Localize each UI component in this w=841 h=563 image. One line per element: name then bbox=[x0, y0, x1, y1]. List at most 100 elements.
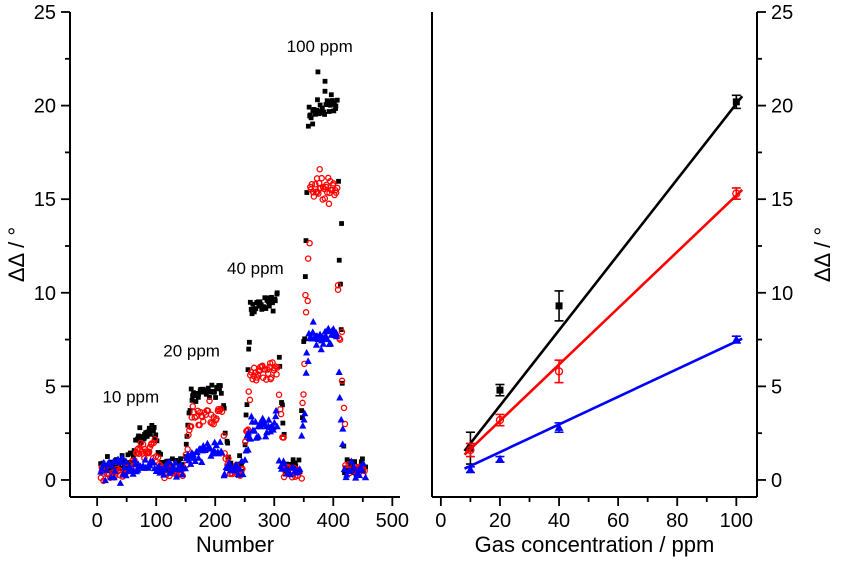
circle-open-marker bbox=[252, 377, 260, 384]
triangle-marker bbox=[335, 368, 343, 376]
circle-open-marker bbox=[336, 336, 344, 343]
square-marker bbox=[137, 425, 143, 431]
circle-open-marker bbox=[338, 328, 346, 336]
circle-open-marker bbox=[206, 397, 213, 405]
triangle-marker bbox=[340, 465, 348, 473]
square-marker bbox=[555, 302, 563, 310]
square-marker bbox=[266, 303, 272, 309]
square-marker bbox=[262, 295, 268, 301]
square-marker bbox=[352, 459, 358, 465]
square-marker bbox=[270, 308, 276, 314]
triangle-marker bbox=[272, 406, 280, 414]
square-marker bbox=[330, 99, 336, 105]
x-axis-title: Number bbox=[196, 532, 274, 557]
y-tick-label: 5 bbox=[771, 376, 782, 398]
circle-open-marker bbox=[334, 282, 342, 289]
triangle-marker bbox=[216, 438, 224, 445]
square-marker bbox=[292, 460, 298, 466]
triangle-marker bbox=[198, 458, 206, 465]
y-tick-label: 20 bbox=[771, 96, 793, 118]
triangle-marker bbox=[309, 317, 317, 325]
triangle-marker bbox=[731, 334, 741, 343]
triangle-marker bbox=[149, 458, 158, 466]
triangle-marker bbox=[114, 455, 122, 463]
circle-open-marker bbox=[204, 407, 212, 415]
triangle-marker bbox=[275, 456, 283, 464]
square-marker bbox=[279, 402, 285, 408]
square-marker bbox=[317, 102, 323, 108]
circle-open-marker bbox=[304, 255, 312, 262]
triangle-marker bbox=[98, 464, 106, 472]
square-marker bbox=[325, 99, 331, 105]
y-tick-label: 25 bbox=[771, 2, 793, 24]
square-marker bbox=[321, 109, 327, 115]
triangle-marker bbox=[361, 473, 370, 481]
triangle-marker bbox=[141, 455, 149, 463]
y-tick-label: 0 bbox=[45, 470, 56, 492]
square-marker bbox=[203, 391, 209, 397]
y-tick-label: 20 bbox=[34, 96, 56, 118]
triangle-marker bbox=[355, 471, 363, 478]
triangle-marker bbox=[103, 466, 111, 473]
x-tick-label: 100 bbox=[140, 510, 173, 532]
square-marker bbox=[183, 441, 189, 447]
series-red-calibration bbox=[463, 187, 744, 458]
square-marker bbox=[360, 456, 365, 462]
triangle-marker bbox=[244, 445, 252, 453]
triangle-marker bbox=[304, 357, 312, 364]
triangle-marker bbox=[272, 412, 280, 420]
square-marker bbox=[265, 295, 270, 301]
triangle-marker bbox=[100, 458, 108, 466]
square-marker bbox=[184, 433, 190, 439]
square-marker bbox=[193, 399, 199, 404]
series-blue-calibration bbox=[463, 334, 743, 474]
square-marker bbox=[256, 303, 262, 309]
circle-open-marker bbox=[280, 473, 288, 481]
square-marker bbox=[296, 457, 302, 463]
triangle-marker bbox=[163, 463, 171, 470]
square-marker bbox=[169, 456, 175, 462]
square-marker bbox=[328, 92, 334, 98]
triangle-marker bbox=[333, 332, 341, 340]
triangle-marker bbox=[233, 461, 241, 469]
square-marker bbox=[207, 394, 212, 400]
circle-open-marker bbox=[323, 181, 330, 189]
fit-line bbox=[463, 95, 744, 452]
triangle-marker bbox=[118, 453, 126, 461]
circle-open-marker bbox=[495, 415, 505, 425]
triangle-marker bbox=[111, 467, 119, 474]
square-marker bbox=[333, 103, 339, 109]
triangle-marker bbox=[301, 409, 309, 417]
triangle-marker bbox=[236, 465, 244, 472]
circle-open-marker bbox=[253, 374, 261, 381]
circle-open-marker bbox=[466, 445, 475, 455]
square-marker bbox=[245, 367, 251, 373]
square-marker bbox=[248, 307, 254, 312]
triangle-marker bbox=[172, 472, 181, 480]
triangle-marker bbox=[116, 479, 125, 486]
triangle-marker bbox=[241, 456, 249, 463]
axes bbox=[431, 12, 758, 498]
triangle-marker bbox=[466, 465, 475, 474]
circle-open-marker bbox=[298, 475, 306, 482]
circle-open-marker bbox=[321, 195, 329, 202]
triangle-marker bbox=[185, 452, 193, 460]
square-marker bbox=[290, 457, 296, 463]
triangle-marker bbox=[181, 464, 190, 472]
square-marker bbox=[192, 393, 198, 399]
square-marker bbox=[225, 440, 231, 446]
concentration-annotation: 10 ppm bbox=[102, 387, 159, 406]
triangle-marker bbox=[110, 473, 118, 481]
square-marker bbox=[303, 238, 309, 244]
triangle-marker bbox=[273, 422, 281, 430]
square-marker bbox=[301, 339, 307, 344]
x-tick-label: 200 bbox=[199, 510, 232, 532]
circle-open-marker bbox=[245, 388, 252, 395]
square-marker bbox=[205, 385, 211, 391]
circle-open-marker bbox=[341, 420, 349, 428]
circle-open-marker bbox=[306, 239, 313, 247]
square-marker bbox=[305, 123, 311, 129]
square-marker bbox=[307, 112, 313, 118]
square-marker bbox=[336, 257, 342, 263]
square-marker bbox=[339, 221, 344, 226]
